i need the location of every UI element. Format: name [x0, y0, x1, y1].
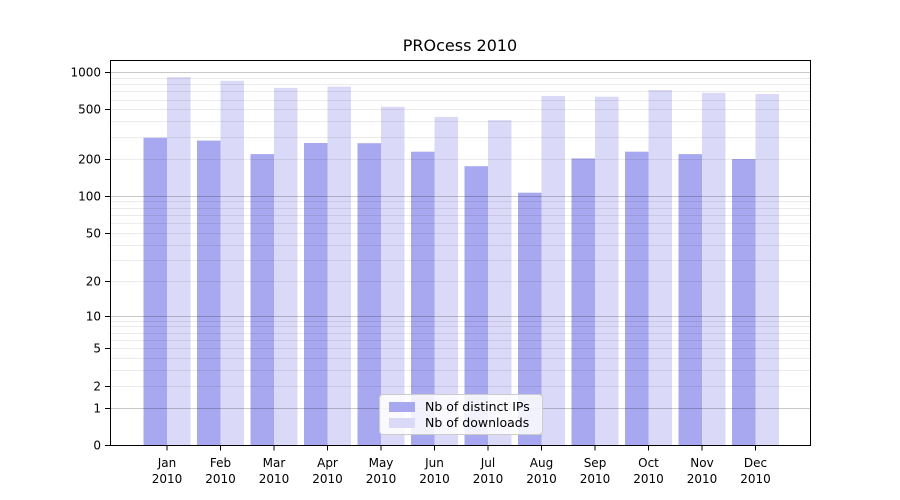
- bar-may-distinct-ips: [357, 143, 381, 445]
- bars-layer: [143, 77, 779, 446]
- x-tick-sublabel-aug: 2010: [526, 472, 557, 486]
- x-tick-sublabel-feb: 2010: [205, 472, 236, 486]
- y-tick-label-5: 5: [93, 342, 101, 356]
- x-tick-label-oct: Oct: [638, 456, 659, 470]
- bar-mar-downloads: [274, 87, 298, 446]
- x-tick-label-jul: Jul: [480, 456, 495, 470]
- legend-item-distinct-ips: Nb of distinct IPs: [389, 399, 533, 414]
- x-tick-sublabel-apr: 2010: [312, 472, 343, 486]
- x-tick-label-may: May: [369, 456, 394, 470]
- bar-dec-distinct-ips: [732, 159, 756, 445]
- bar-jun-distinct-ips: [411, 151, 435, 445]
- x-tick-label-apr: Apr: [317, 456, 338, 470]
- y-tick-label-100: 100: [78, 190, 101, 204]
- legend-label-downloads: Nb of downloads: [425, 415, 530, 430]
- bar-nov-downloads: [702, 92, 726, 446]
- bar-jan-distinct-ips: [143, 137, 167, 446]
- y-tick-label-20: 20: [86, 275, 101, 289]
- bar-oct-downloads: [648, 90, 672, 445]
- legend: Nb of distinct IPs Nb of downloads: [379, 394, 543, 435]
- x-tick-sublabel-jan: 2010: [152, 472, 183, 486]
- bar-aug-distinct-ips: [518, 192, 542, 445]
- bar-nov-distinct-ips: [678, 154, 702, 445]
- axes-layer: 0 1 2 5 10 20 50 100 200 500 1000 Jan 2010 Feb 2010 Mar…: [70, 60, 811, 486]
- x-tick-sublabel-dec: 2010: [740, 472, 771, 486]
- bar-jul-distinct-ips: [464, 166, 488, 445]
- y-tick-label-500: 500: [78, 103, 101, 117]
- bar-sep-downloads: [595, 96, 619, 445]
- x-tick-label-dec: Dec: [744, 456, 767, 470]
- bar-apr-downloads: [327, 86, 351, 445]
- y-tick-label-200: 200: [78, 153, 101, 167]
- bar-mar-distinct-ips: [250, 154, 274, 445]
- legend-swatch-downloads: [389, 417, 415, 428]
- x-tick-label-jun: Jun: [424, 456, 444, 470]
- grid-layer: [110, 72, 810, 409]
- bar-aug-downloads: [541, 95, 565, 446]
- y-tick-label-50: 50: [86, 227, 101, 241]
- x-tick-sublabel-oct: 2010: [633, 472, 664, 486]
- x-tick-sublabel-jun: 2010: [419, 472, 450, 486]
- bar-sep-distinct-ips: [571, 158, 595, 445]
- bar-feb-downloads: [220, 80, 244, 446]
- legend-item-downloads: Nb of downloads: [389, 415, 533, 430]
- bar-jul-downloads: [488, 120, 512, 445]
- bar-jun-downloads: [434, 116, 458, 446]
- bar-jan-downloads: [167, 77, 191, 445]
- x-tick-label-mar: Mar: [263, 456, 286, 470]
- bar-dec-downloads: [755, 94, 779, 445]
- y-tick-label-1: 1: [93, 402, 101, 416]
- chart-title: PROcess 2010: [403, 36, 517, 55]
- y-tick-label-0: 0: [93, 439, 101, 453]
- legend-swatch-distinct-ips: [389, 401, 415, 412]
- x-tick-sublabel-nov: 2010: [687, 472, 718, 486]
- plot-border: [110, 60, 811, 446]
- x-tick-sublabel-mar: 2010: [259, 472, 290, 486]
- x-tick-label-nov: Nov: [690, 456, 713, 470]
- y-tick-label-1000: 1000: [70, 66, 101, 80]
- x-tick-sublabel-may: 2010: [366, 472, 397, 486]
- y-tick-label-10: 10: [86, 310, 101, 324]
- x-tick-label-jan: Jan: [157, 456, 177, 470]
- bar-may-downloads: [381, 106, 405, 446]
- y-tick-label-2: 2: [93, 380, 101, 394]
- legend-label-distinct-ips: Nb of distinct IPs: [425, 399, 530, 414]
- bar-apr-distinct-ips: [304, 143, 328, 445]
- x-tick-label-sep: Sep: [584, 456, 607, 470]
- x-tick-label-feb: Feb: [210, 456, 231, 470]
- x-tick-label-aug: Aug: [530, 456, 553, 470]
- bar-oct-distinct-ips: [625, 151, 649, 445]
- x-tick-sublabel-sep: 2010: [580, 472, 611, 486]
- x-tick-sublabel-jul: 2010: [473, 472, 504, 486]
- bar-feb-distinct-ips: [197, 140, 221, 445]
